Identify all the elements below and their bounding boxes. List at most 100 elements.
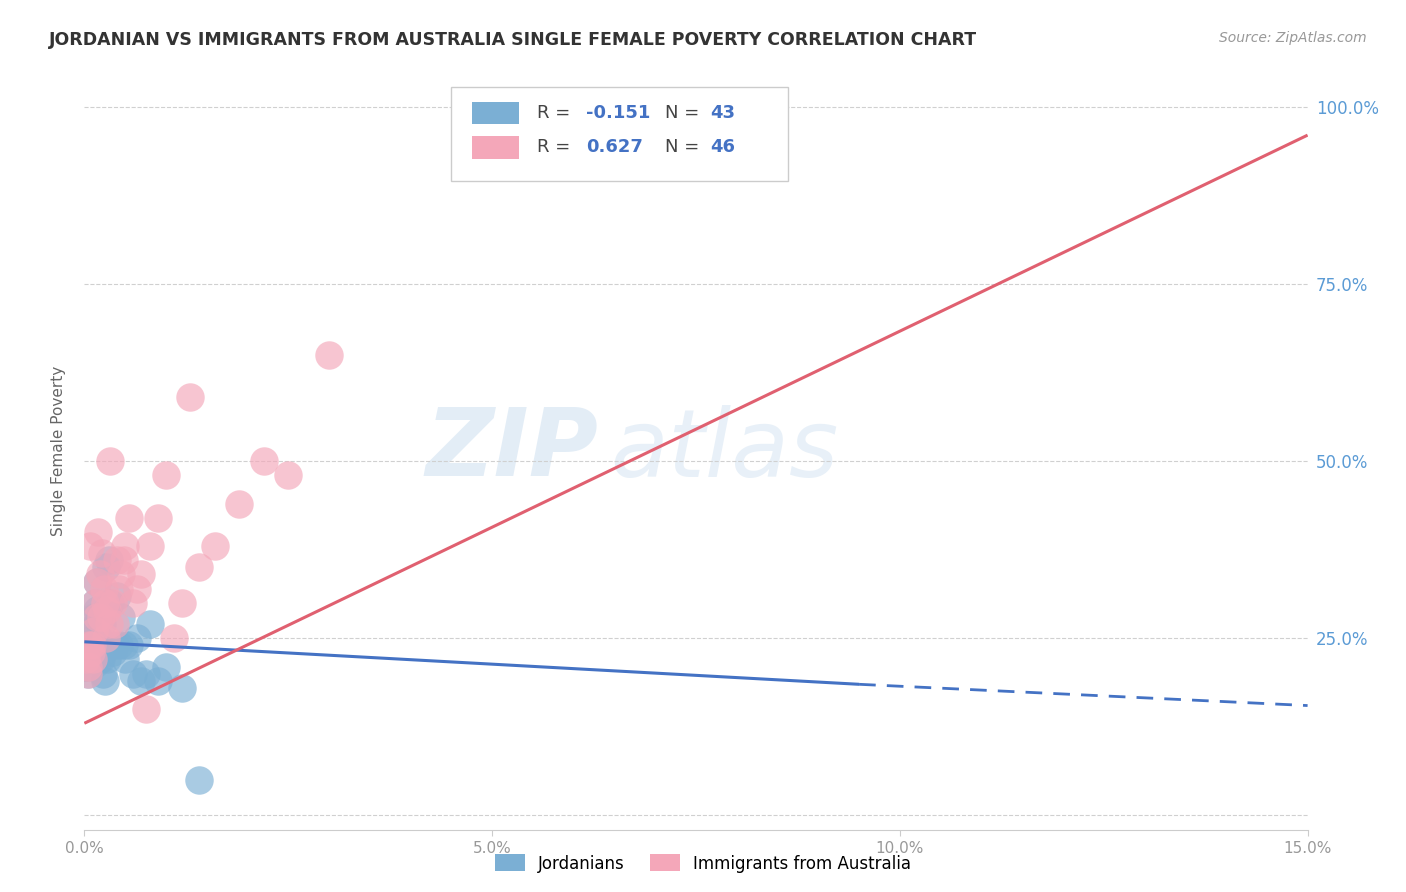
Text: ZIP: ZIP (425, 404, 598, 497)
Point (90, 610, 112, 624)
Point (163, 632, 186, 646)
Point (73, 641, 96, 656)
Bar (472, 136, 519, 159)
Point (138, 539, 160, 553)
Point (131, 567, 153, 582)
Point (127, 632, 149, 646)
Point (76, 659, 98, 673)
Point (86, 574, 108, 589)
Point (110, 567, 132, 582)
Point (96, 603, 118, 617)
Point (135, 666, 157, 681)
Point (97, 617, 120, 632)
Point (101, 645, 124, 659)
Point (80, 645, 103, 659)
Point (127, 582, 149, 596)
Point (82, 652, 104, 666)
Point (90, 652, 112, 666)
Point (79, 539, 101, 553)
Point (86, 610, 108, 624)
Point (135, 702, 157, 716)
Text: R =: R = (537, 138, 576, 156)
Point (101, 596, 124, 610)
Point (187, 560, 209, 574)
Point (87, 610, 110, 624)
Point (80, 638, 103, 652)
Text: R =: R = (537, 104, 576, 122)
Text: N =: N = (665, 138, 706, 156)
Point (96, 632, 118, 646)
Point (93, 582, 115, 596)
Point (277, 468, 299, 483)
Point (114, 539, 136, 553)
Point (91, 617, 114, 632)
Legend: Jordanians, Immigrants from Australia: Jordanians, Immigrants from Australia (488, 847, 918, 880)
Point (228, 497, 250, 511)
Point (96, 560, 118, 574)
Point (204, 539, 226, 553)
Point (114, 652, 136, 666)
Text: 46: 46 (710, 138, 735, 156)
Point (110, 610, 132, 624)
Point (138, 617, 160, 632)
Point (179, 390, 201, 404)
Point (122, 666, 145, 681)
Point (100, 454, 122, 468)
Point (172, 596, 194, 610)
Text: JORDANIAN VS IMMIGRANTS FROM AUSTRALIA SINGLE FEMALE POVERTY CORRELATION CHART: JORDANIAN VS IMMIGRANTS FROM AUSTRALIA S… (49, 31, 977, 49)
Point (155, 468, 177, 483)
Point (86, 603, 108, 617)
Point (112, 638, 135, 652)
Text: N =: N = (665, 104, 706, 122)
Point (77, 638, 100, 652)
Point (91, 546, 114, 560)
Point (82, 632, 104, 646)
Point (118, 510, 141, 524)
Point (146, 510, 169, 524)
Point (187, 772, 209, 787)
Point (107, 638, 129, 652)
Text: -0.151: -0.151 (586, 104, 650, 122)
Point (104, 617, 127, 632)
Point (86, 574, 108, 589)
Point (82, 652, 104, 666)
Point (122, 596, 145, 610)
Text: atlas: atlas (610, 405, 838, 496)
Point (253, 454, 276, 468)
Bar (472, 102, 519, 125)
Point (84, 596, 107, 610)
Point (90, 638, 112, 652)
Point (83, 624, 105, 639)
Point (105, 589, 128, 603)
Point (87, 632, 110, 646)
Point (105, 553, 128, 567)
Point (118, 638, 141, 652)
Point (172, 681, 194, 695)
Y-axis label: Single Female Poverty: Single Female Poverty (51, 366, 66, 535)
Point (89, 567, 111, 582)
Point (318, 348, 340, 362)
Text: 43: 43 (710, 104, 735, 122)
Point (93, 596, 115, 610)
Point (84, 652, 107, 666)
Point (112, 553, 135, 567)
Point (77, 638, 100, 652)
Point (84, 596, 107, 610)
Point (83, 610, 105, 624)
Point (107, 582, 129, 596)
Point (155, 659, 177, 673)
Point (146, 673, 169, 688)
Point (104, 638, 127, 652)
Point (100, 596, 122, 610)
Point (80, 645, 103, 659)
FancyBboxPatch shape (451, 87, 787, 181)
Point (91, 666, 114, 681)
Point (75, 652, 97, 666)
Point (76, 659, 98, 673)
Point (80, 652, 103, 666)
Point (93, 673, 115, 688)
Point (75, 645, 97, 659)
Text: 0.627: 0.627 (586, 138, 643, 156)
Text: Source: ZipAtlas.com: Source: ZipAtlas.com (1219, 31, 1367, 45)
Point (77, 666, 100, 681)
